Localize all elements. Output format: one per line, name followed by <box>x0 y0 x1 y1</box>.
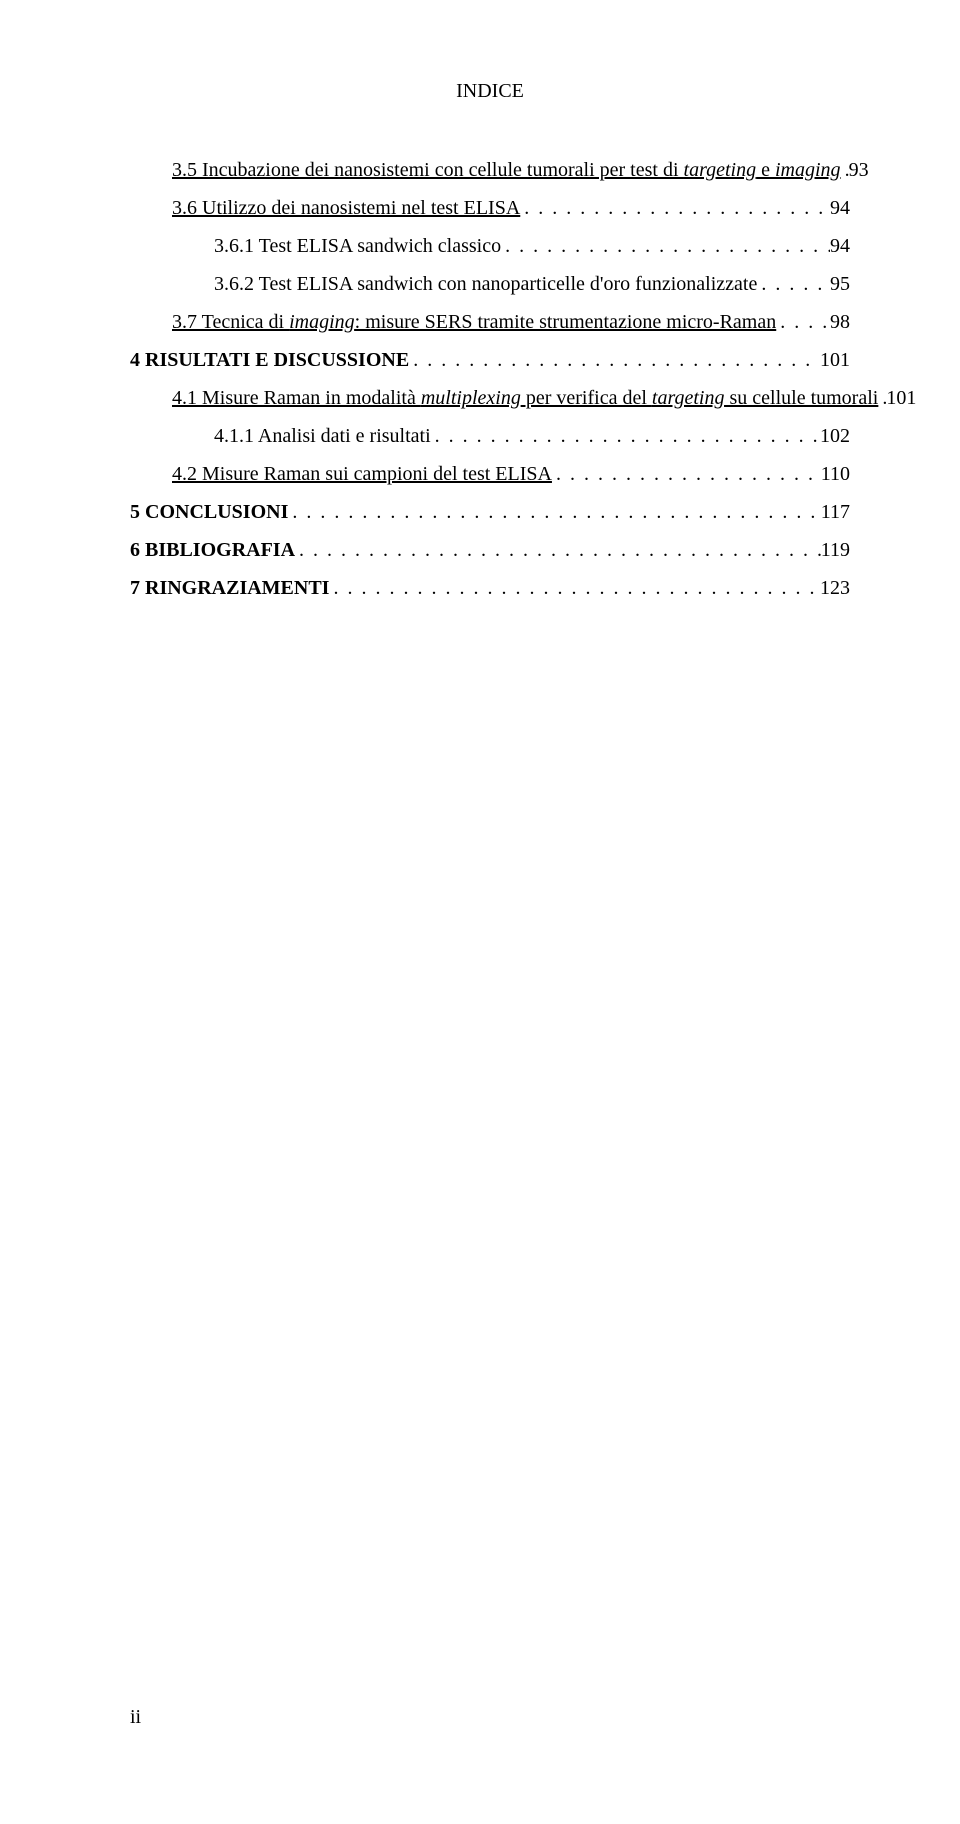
toc-entry-page: 110 <box>821 455 850 493</box>
toc-entry-page: 94 <box>830 227 850 265</box>
page-number-footer: ii <box>130 1706 141 1729</box>
page-header: INDICE <box>130 80 850 103</box>
toc-entry: 4.1.1 Analisi dati e risultati 102 <box>130 417 850 455</box>
toc-entry: 5 CONCLUSIONI 117 <box>130 493 850 531</box>
toc-entry-page: 123 <box>820 569 850 607</box>
toc-leader-dots <box>776 303 830 341</box>
toc-entry: 4 RISULTATI E DISCUSSIONE 101 <box>130 341 850 379</box>
toc-entry-page: 117 <box>821 493 850 531</box>
table-of-contents: 3.5 Incubazione dei nanosistemi con cell… <box>130 151 850 607</box>
toc-entry-page: 98 <box>830 303 850 341</box>
toc-leader-dots <box>295 531 821 569</box>
toc-entry-label: 4 RISULTATI E DISCUSSIONE <box>130 341 409 379</box>
toc-entry: 4.1 Misure Raman in modalità multiplexin… <box>130 379 850 417</box>
toc-leader-dots <box>841 151 849 189</box>
toc-entry: 7 RINGRAZIAMENTI 123 <box>130 569 850 607</box>
toc-entry-page: 95 <box>830 265 850 303</box>
toc-leader-dots <box>501 227 830 265</box>
toc-entry: 4.2 Misure Raman sui campioni del test E… <box>130 455 850 493</box>
toc-entry-page: 101 <box>820 341 850 379</box>
toc-entry: 6 BIBLIOGRAFIA 119 <box>130 531 850 569</box>
toc-entry: 3.5 Incubazione dei nanosistemi con cell… <box>130 151 850 189</box>
toc-leader-dots <box>431 417 820 455</box>
toc-entry-page: 94 <box>830 189 850 227</box>
toc-entry-label: 5 CONCLUSIONI <box>130 493 288 531</box>
toc-entry-label: 6 BIBLIOGRAFIA <box>130 531 295 569</box>
toc-entry-page: 101 <box>886 379 916 417</box>
toc-leader-dots <box>878 379 886 417</box>
page: INDICE 3.5 Incubazione dei nanosistemi c… <box>0 0 960 1824</box>
toc-leader-dots <box>757 265 830 303</box>
toc-leader-dots <box>520 189 830 227</box>
toc-leader-dots <box>409 341 820 379</box>
toc-entry-label: 3.5 Incubazione dei nanosistemi con cell… <box>172 151 841 189</box>
toc-leader-dots <box>552 455 821 493</box>
toc-entry-label: 4.1.1 Analisi dati e risultati <box>214 417 431 455</box>
toc-entry-label: 3.7 Tecnica di imaging: misure SERS tram… <box>172 303 776 341</box>
toc-entry-page: 119 <box>821 531 850 569</box>
toc-leader-dots <box>288 493 820 531</box>
toc-entry: 3.6 Utilizzo dei nanosistemi nel test EL… <box>130 189 850 227</box>
toc-entry-label: 3.6.2 Test ELISA sandwich con nanopartic… <box>214 265 757 303</box>
toc-entry: 3.6.2 Test ELISA sandwich con nanopartic… <box>130 265 850 303</box>
toc-entry: 3.7 Tecnica di imaging: misure SERS tram… <box>130 303 850 341</box>
toc-entry-label: 4.2 Misure Raman sui campioni del test E… <box>172 455 552 493</box>
toc-entry-label: 3.6.1 Test ELISA sandwich classico <box>214 227 501 265</box>
toc-entry: 3.6.1 Test ELISA sandwich classico 94 <box>130 227 850 265</box>
toc-leader-dots <box>329 569 820 607</box>
toc-entry-label: 7 RINGRAZIAMENTI <box>130 569 329 607</box>
toc-entry-page: 93 <box>849 151 869 189</box>
toc-entry-label: 3.6 Utilizzo dei nanosistemi nel test EL… <box>172 189 520 227</box>
toc-entry-label: 4.1 Misure Raman in modalità multiplexin… <box>172 379 878 417</box>
toc-entry-page: 102 <box>820 417 850 455</box>
